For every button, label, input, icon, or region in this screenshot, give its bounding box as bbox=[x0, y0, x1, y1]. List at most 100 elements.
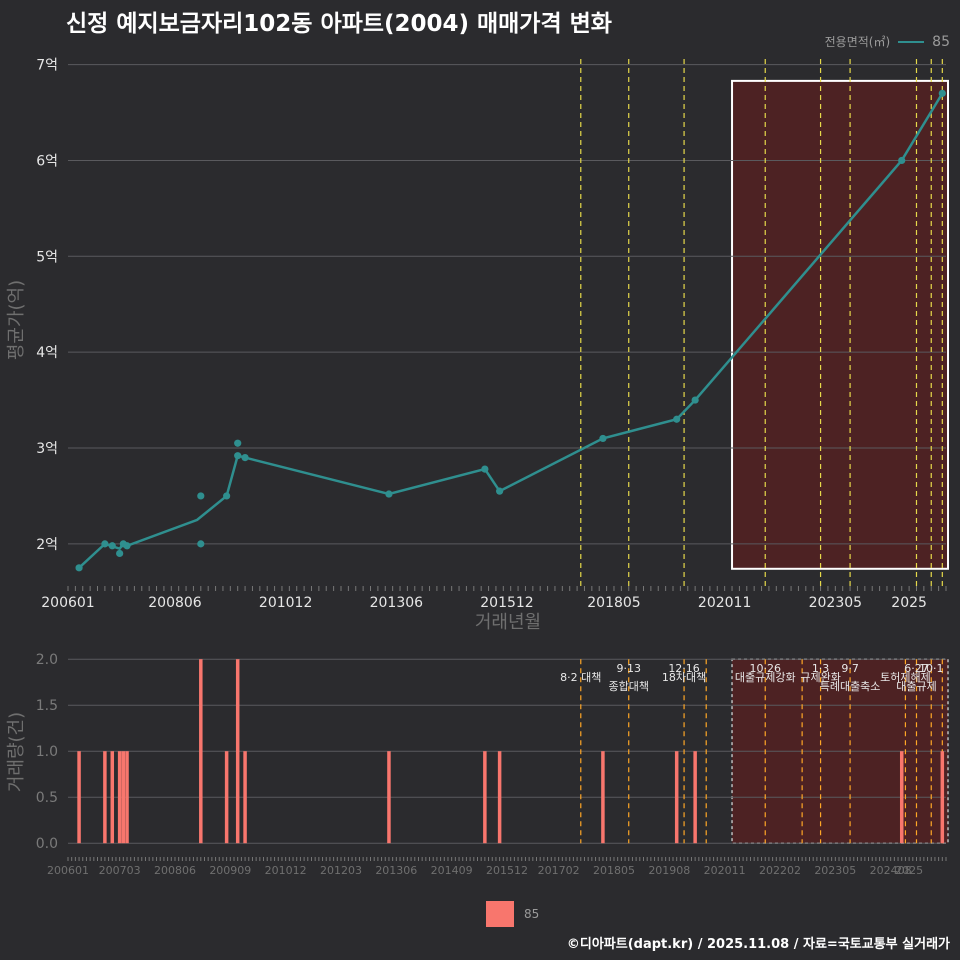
bottom-ytick-label: 1.0 bbox=[36, 744, 58, 760]
price-point bbox=[197, 492, 205, 500]
bottom-xtick-label: 200601 bbox=[47, 864, 89, 877]
volume-bar bbox=[110, 751, 115, 844]
bottom-yaxis-label: 거래량(건) bbox=[6, 712, 27, 792]
bottom-xtick-label: 201908 bbox=[648, 864, 690, 877]
volume-bar bbox=[483, 751, 487, 844]
volume-bar bbox=[899, 751, 904, 844]
volume-bar bbox=[601, 751, 605, 844]
top-ytick-label: 5억 bbox=[36, 249, 58, 265]
volume-bar bbox=[224, 751, 229, 844]
bottom-xtick-label: 201203 bbox=[320, 864, 362, 877]
price-point bbox=[223, 492, 231, 500]
event-name-label: 8·2 대책 bbox=[560, 671, 601, 684]
event-date-label: 6·27 bbox=[904, 662, 929, 675]
volume-bar bbox=[121, 751, 126, 844]
bottom-ytick-label: 2.0 bbox=[36, 652, 58, 668]
top-ytick-label: 6억 bbox=[36, 153, 58, 169]
bottom-xtick-label: 201805 bbox=[593, 864, 635, 877]
legend-bar-label: 85 bbox=[524, 907, 540, 921]
chart-title: 신정 예지보금자리102동 아파트(2004) 매매가격 변화 bbox=[66, 11, 612, 37]
bottom-xtick-label: 200703 bbox=[99, 864, 141, 877]
bottom-ytick-label: 0.5 bbox=[36, 790, 58, 806]
price-point bbox=[197, 540, 205, 548]
event-name-label: 18차대책 bbox=[662, 671, 706, 684]
top-xtick-label: 200601 bbox=[41, 595, 94, 611]
price-point bbox=[234, 439, 242, 447]
price-point bbox=[123, 542, 131, 550]
event-name-label: 종합대책 bbox=[608, 680, 648, 693]
bottom-xtick-label: 202202 bbox=[759, 864, 801, 877]
legend-item-label: 85 bbox=[932, 33, 950, 50]
top-xaxis-label: 거래년월 bbox=[475, 612, 541, 633]
price-point bbox=[234, 452, 242, 460]
bottom-xtick-label: 201512 bbox=[486, 864, 528, 877]
volume-bar bbox=[235, 659, 240, 844]
legend-top: 전용면적(㎡) 85 bbox=[825, 33, 950, 50]
top-xtick-label: 201805 bbox=[587, 595, 640, 611]
top-xtick-label: 201512 bbox=[480, 595, 533, 611]
price-point bbox=[481, 465, 489, 473]
event-date-label: 12·16 bbox=[668, 662, 700, 675]
top-xtick-label: 202011 bbox=[698, 595, 751, 611]
bottom-xtick-label: 200806 bbox=[154, 864, 196, 877]
top-ytick-label: 7억 bbox=[36, 58, 58, 74]
volume-bar bbox=[387, 751, 391, 844]
volume-bar bbox=[117, 751, 122, 844]
legend-title: 전용면적(㎡) bbox=[824, 35, 891, 49]
top-xtick-label: 202305 bbox=[809, 595, 862, 611]
top-xtick-label: 201012 bbox=[259, 595, 312, 611]
top-ytick-label: 2억 bbox=[36, 537, 58, 553]
volume-bar bbox=[103, 751, 107, 844]
price-point bbox=[116, 549, 124, 558]
volume-bar bbox=[674, 751, 679, 844]
price-point bbox=[75, 564, 83, 572]
volume-bar bbox=[497, 751, 502, 844]
legend-bottom: 85 bbox=[486, 901, 539, 927]
price-point bbox=[241, 453, 249, 462]
event-date-label: 9·7 bbox=[841, 662, 859, 675]
footer-credit: ©디아파트(dapt.kr) / 2025.11.08 / 자료=국토교통부 실… bbox=[566, 937, 950, 952]
price-point bbox=[599, 434, 607, 443]
event-name-label: 대출규제 bbox=[896, 680, 936, 693]
top-yaxis-label: 평균가(억) bbox=[6, 280, 27, 360]
price-point bbox=[673, 415, 681, 423]
event-date-label: 1·3 bbox=[812, 662, 830, 675]
volume-bar bbox=[125, 751, 129, 844]
event-date-label: 10·1 bbox=[919, 662, 944, 675]
legend-line-swatch bbox=[898, 40, 925, 43]
bottom-xtick-label: 201306 bbox=[375, 864, 417, 877]
top-ytick-label: 3억 bbox=[36, 441, 58, 457]
price-point bbox=[101, 540, 109, 548]
bottom-xtick-label: 201702 bbox=[538, 864, 580, 877]
volume-bar bbox=[940, 751, 945, 844]
price-point bbox=[938, 89, 946, 97]
bottom-xtick-label: 202305 bbox=[814, 864, 856, 877]
top-highlight-period bbox=[731, 79, 950, 570]
bottom-xtick-label: 201409 bbox=[431, 864, 473, 877]
bottom-xtick-label: 2025 bbox=[895, 864, 923, 877]
price-point bbox=[691, 396, 699, 404]
price-point bbox=[898, 156, 906, 165]
event-date-label: 9·13 bbox=[616, 662, 641, 675]
top-xtick-label: 2025 bbox=[891, 595, 927, 611]
volume-bar bbox=[77, 751, 81, 844]
bottom-xtick-label: 200909 bbox=[209, 864, 251, 877]
legend-bar-swatch bbox=[486, 901, 514, 927]
event-name-label: 특례대출축소 bbox=[820, 680, 881, 693]
price-point bbox=[108, 542, 116, 550]
volume-bar bbox=[199, 659, 203, 844]
price-point bbox=[496, 487, 504, 495]
event-name-label: 토허제해제 bbox=[880, 670, 931, 684]
volume-bar bbox=[243, 751, 247, 844]
bottom-xtick-label: 202408 bbox=[870, 864, 912, 877]
event-date-label: 10·26 bbox=[749, 662, 781, 675]
bottom-xtick-label: 202011 bbox=[704, 864, 746, 877]
event-name-label: 대출규제강화 bbox=[735, 671, 796, 684]
event-name-label: 규제완화 bbox=[800, 671, 840, 684]
bottom-ytick-label: 0.0 bbox=[36, 836, 58, 852]
top-xtick-label: 201306 bbox=[370, 595, 424, 611]
bottom-xtick-label: 201012 bbox=[265, 864, 307, 877]
top-ytick-label: 4억 bbox=[36, 345, 58, 361]
bottom-ytick-label: 1.5 bbox=[36, 698, 58, 714]
